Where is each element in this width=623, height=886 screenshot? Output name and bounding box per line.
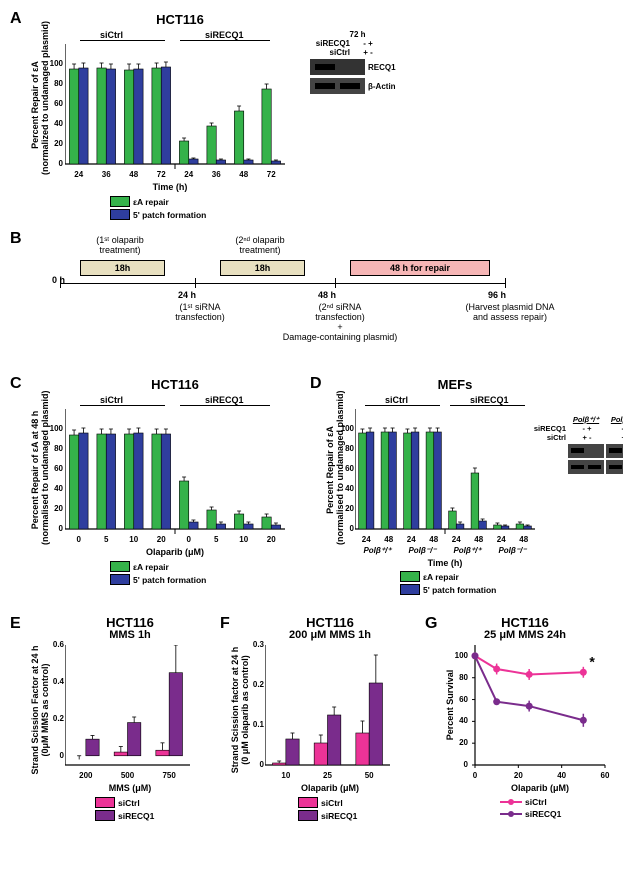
- panel-a-chart: [65, 44, 295, 169]
- panel-a-cond1: siCtrl: [100, 30, 123, 40]
- panel-e-legend: siCtrl siRECQ1: [95, 797, 154, 821]
- panel-e-label: E: [10, 615, 21, 633]
- panel-d-xlabel: Time (h): [405, 558, 485, 568]
- panel-a-xlabel: Time (h): [130, 182, 210, 192]
- panel-e-xlabel: MMS (μM): [90, 783, 170, 793]
- panel-d-legend: εA repair 5' patch formation: [400, 571, 496, 595]
- panel-f-xlabel: Olaparib (μM): [285, 783, 375, 793]
- panel-f-label: F: [220, 615, 230, 633]
- panel-d-blot: Polβ⁺/⁺ Polβ⁻/⁻ siRECQ1- +- + siCtrl+ -+…: [530, 415, 623, 474]
- panel-g-label: G: [425, 615, 437, 633]
- panel-a-blot: 72 h siRECQ1- + siCtrl+ - RECQ1 β-Actin: [310, 30, 396, 94]
- panel-e-chart: [65, 645, 200, 770]
- panel-d-label: D: [310, 375, 322, 393]
- panel-g-title: HCT116: [485, 615, 565, 630]
- panel-f-legend: siCtrl siRECQ1: [298, 797, 357, 821]
- panel-d-title: MEFs: [420, 377, 490, 392]
- panel-c-title: HCT116: [130, 377, 220, 392]
- panel-f-subtitle: 200 μM MMS 1h: [275, 629, 385, 641]
- panel-c-cond1: siCtrl: [100, 395, 123, 405]
- panel-f-title: HCT116: [290, 615, 370, 630]
- svg-text:*: *: [589, 653, 595, 669]
- panel-g-xlabel: Olaparib (μM): [490, 783, 590, 793]
- panel-c-chart: [65, 409, 295, 534]
- panel-c-label: C: [10, 375, 22, 393]
- panel-f-chart: [265, 645, 400, 770]
- panel-e-subtitle: MMS 1h: [90, 629, 170, 641]
- panel-d-chart: [355, 409, 545, 534]
- panel-g-chart: *: [470, 645, 610, 770]
- panel-c-ylabel: Percent Repair of εA at 48 h(normalised …: [30, 395, 50, 545]
- panel-g-legend: siCtrl siRECQ1: [500, 797, 561, 819]
- panel-c-legend: εA repair 5' patch formation: [110, 561, 206, 585]
- panel-a-legend: εA repair 5' patch formation: [110, 196, 206, 220]
- panel-a-label: A: [10, 10, 22, 28]
- panel-e-title: HCT116: [90, 615, 170, 630]
- panel-d-cond2: siRECQ1: [470, 395, 509, 405]
- panel-c-cond2: siRECQ1: [205, 395, 244, 405]
- panel-a-title: HCT116: [130, 12, 230, 27]
- panel-a-ylabel: Percent Repair of εA(normalized to undam…: [30, 35, 50, 175]
- panel-b-label: B: [10, 230, 22, 248]
- panel-a-cond2: siRECQ1: [205, 30, 244, 40]
- panel-g-subtitle: 25 μM MMS 24h: [470, 629, 580, 641]
- panel-d-cond1: siCtrl: [385, 395, 408, 405]
- panel-c-xlabel: Olaparib (μM): [125, 547, 225, 557]
